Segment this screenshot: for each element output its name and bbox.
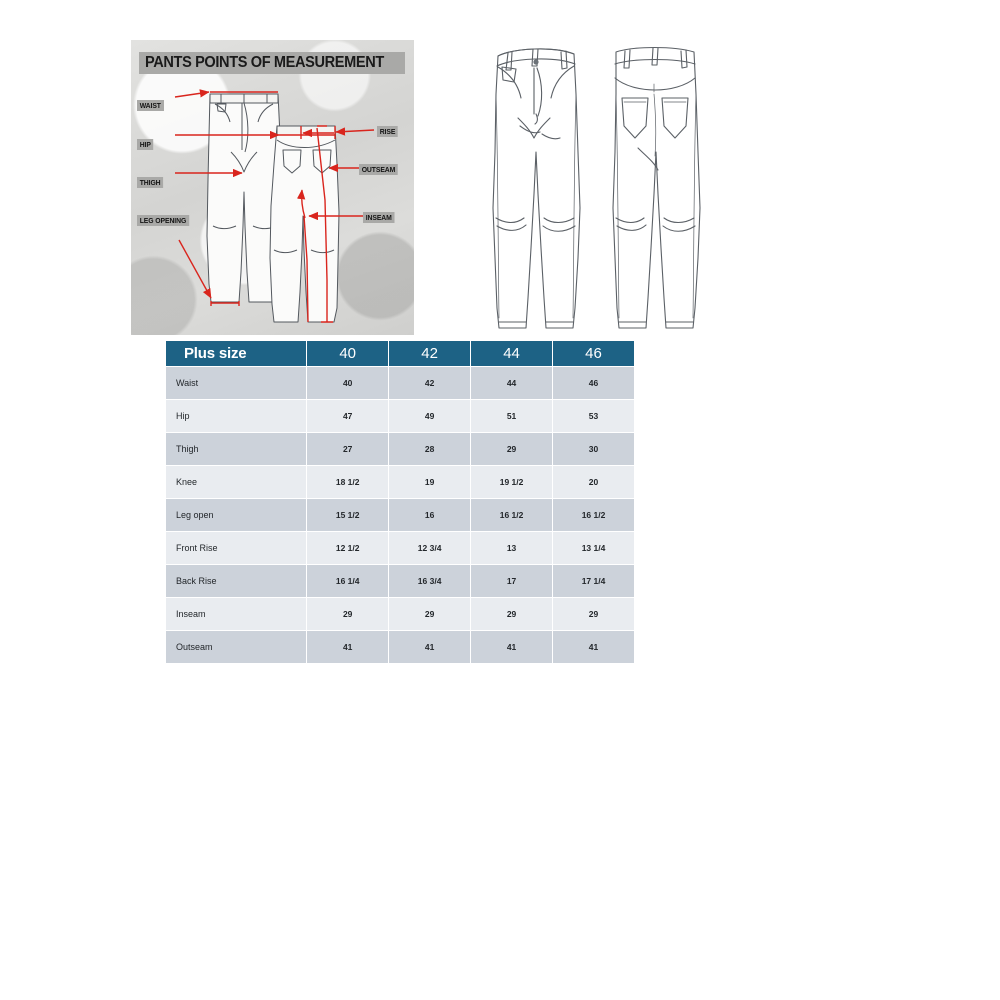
cell-value: 40: [307, 367, 389, 399]
row-label: Leg open: [166, 499, 307, 531]
cell-value: 28: [389, 433, 471, 465]
table-row: Front Rise 12 1/2 12 3/4 13 13 1/4: [166, 532, 634, 564]
cell-value: 47: [307, 400, 389, 432]
cell-value: 44: [471, 367, 553, 399]
cell-value: 42: [389, 367, 471, 399]
header-size-40: 40: [307, 341, 389, 366]
cell-value: 29: [471, 433, 553, 465]
row-label: Knee: [166, 466, 307, 498]
label-leg-opening: LEG OPENING: [137, 215, 189, 226]
jeans-back-view: [612, 47, 701, 329]
jeans-flat-drawings: [492, 47, 701, 329]
cell-value: 17: [471, 565, 553, 597]
table-row: Inseam 29 29 29 29: [166, 598, 634, 630]
pants-measurement-diagram: PANTS POINTS OF MEASUREMENT: [131, 40, 414, 335]
label-inseam: INSEAM: [363, 212, 395, 223]
table-row: Knee 18 1/2 19 19 1/2 20: [166, 466, 634, 498]
cell-value: 20: [553, 466, 634, 498]
cell-value: 15 1/2: [307, 499, 389, 531]
header-size-46: 46: [553, 341, 634, 366]
cell-value: 53: [553, 400, 634, 432]
table-row: Back Rise 16 1/4 16 3/4 17 17 1/4: [166, 565, 634, 597]
label-waist: WAIST: [137, 100, 164, 111]
header-size-44: 44: [471, 341, 553, 366]
cell-value: 16 1/2: [471, 499, 553, 531]
cell-value: 16 1/4: [307, 565, 389, 597]
diagram-title: PANTS POINTS OF MEASUREMENT: [139, 52, 405, 74]
jeans-front-view: [492, 48, 581, 329]
table-row: Leg open 15 1/2 16 16 1/2 16 1/2: [166, 499, 634, 531]
jeans-technical-flats: [462, 22, 730, 342]
table-row: Hip 47 49 51 53: [166, 400, 634, 432]
cell-value: 29: [307, 598, 389, 630]
cell-value: 41: [307, 631, 389, 663]
label-thigh: THIGH: [137, 177, 164, 188]
cell-value: 16: [389, 499, 471, 531]
cell-value: 30: [553, 433, 634, 465]
size-chart-table: Plus size 40 42 44 46 Waist 40 42 44 46 Hip 47…: [165, 340, 635, 664]
label-outseam: OUTSEAM: [359, 164, 398, 175]
cell-value: 19: [389, 466, 471, 498]
cell-value: 19 1/2: [471, 466, 553, 498]
row-label: Back Rise: [166, 565, 307, 597]
cell-value: 13 1/4: [553, 532, 634, 564]
cell-value: 29: [471, 598, 553, 630]
cell-value: 16 1/2: [553, 499, 634, 531]
row-label: Front Rise: [166, 532, 307, 564]
cell-value: 49: [389, 400, 471, 432]
cell-value: 18 1/2: [307, 466, 389, 498]
cell-value: 29: [553, 598, 634, 630]
cell-value: 27: [307, 433, 389, 465]
cell-value: 51: [471, 400, 553, 432]
front-pants-linework: [206, 93, 283, 303]
cell-value: 41: [553, 631, 634, 663]
cell-value: 12 3/4: [389, 532, 471, 564]
label-rise: RISE: [377, 126, 398, 137]
measurement-arrows: [174, 89, 375, 323]
cell-value: 29: [389, 598, 471, 630]
table-row: Thigh 27 28 29 30: [166, 433, 634, 465]
cell-value: 16 3/4: [389, 565, 471, 597]
cell-value: 13: [471, 532, 553, 564]
cell-value: 12 1/2: [307, 532, 389, 564]
table-row: Outseam 41 41 41 41: [166, 631, 634, 663]
table-header: Plus size 40 42 44 46: [166, 341, 634, 366]
row-label: Outseam: [166, 631, 307, 663]
diagram-artwork: [174, 89, 375, 323]
header-size-42: 42: [389, 341, 471, 366]
header-row: Plus size 40 42 44 46: [166, 341, 634, 366]
table-row: Waist 40 42 44 46: [166, 367, 634, 399]
label-hip: HIP: [137, 139, 154, 150]
cell-value: 41: [389, 631, 471, 663]
table-body: Waist 40 42 44 46 Hip 47 49 51 53 Thigh 27 28 29 30 Kne…: [166, 367, 634, 663]
cell-value: 17 1/4: [553, 565, 634, 597]
row-label: Inseam: [166, 598, 307, 630]
diagram-title-text: PANTS POINTS OF MEASUREMENT: [145, 54, 384, 71]
row-label: Waist: [166, 367, 307, 399]
header-plus-size: Plus size: [166, 341, 307, 366]
row-label: Hip: [166, 400, 307, 432]
row-label: Thigh: [166, 433, 307, 465]
cell-value: 46: [553, 367, 634, 399]
cell-value: 41: [471, 631, 553, 663]
